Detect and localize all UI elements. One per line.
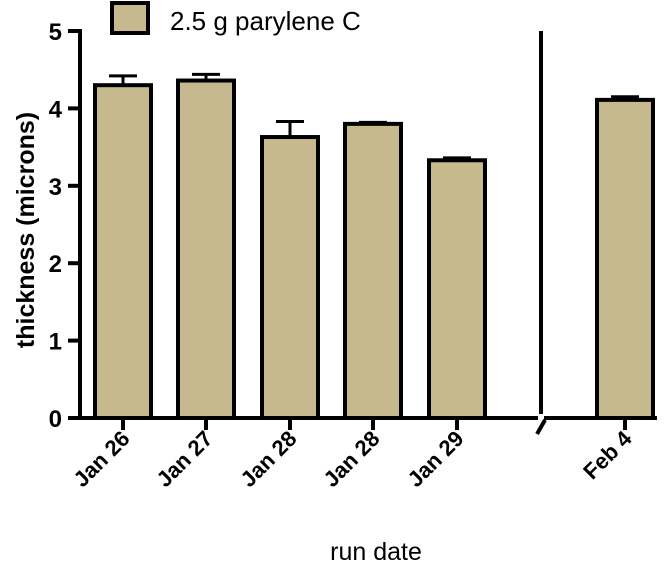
- error-bar-4: [443, 156, 471, 161]
- bar-3: [343, 121, 403, 420]
- error-bar-3: [359, 120, 387, 124]
- bar-2: [260, 135, 320, 420]
- error-bar-1: [192, 72, 220, 81]
- bar-0: [93, 83, 153, 421]
- error-bars-layer: [109, 72, 639, 161]
- y-tick-label-4: 4: [49, 96, 63, 123]
- bar-1: [176, 78, 236, 420]
- legend-swatch: [110, 1, 150, 35]
- x-tick-label-0: Jan 26: [68, 426, 134, 492]
- x-tick-label-2: Jan 28: [235, 426, 301, 492]
- y-tick-label-2: 2: [49, 251, 62, 278]
- y-tick-label-3: 3: [49, 174, 62, 201]
- x-tick-labels: Jan 26 Jan 27 Jan 28 Jan 28 Jan 29 Feb 4: [68, 425, 637, 492]
- y-axis-title: thickness (microns): [12, 112, 40, 348]
- error-bar-5: [611, 95, 639, 100]
- bars-layer: [93, 78, 655, 421]
- x-tick-label-4: Jan 29: [402, 426, 468, 492]
- error-bar-2: [276, 120, 304, 138]
- error-bar-0: [109, 74, 137, 86]
- axes-layer: [68, 29, 657, 435]
- x-tick-label-3: Jan 28: [318, 426, 384, 492]
- y-tick-label-0: 0: [49, 406, 62, 433]
- legend-label: 2.5 g parylene C: [170, 6, 361, 36]
- legend: 2.5 g parylene C: [110, 1, 361, 36]
- x-axis-title: run date: [330, 538, 422, 566]
- y-tick-label-5: 5: [49, 19, 62, 46]
- bar-5: [595, 97, 655, 421]
- bar-4: [427, 158, 487, 420]
- y-tick-labels: 0 1 2 3 4 5: [49, 19, 63, 433]
- x-tick-label-5: Feb 4: [578, 425, 637, 484]
- x-tick-label-1: Jan 27: [151, 426, 217, 492]
- axis-break-mark: [535, 419, 547, 435]
- y-tick-label-1: 1: [49, 329, 62, 356]
